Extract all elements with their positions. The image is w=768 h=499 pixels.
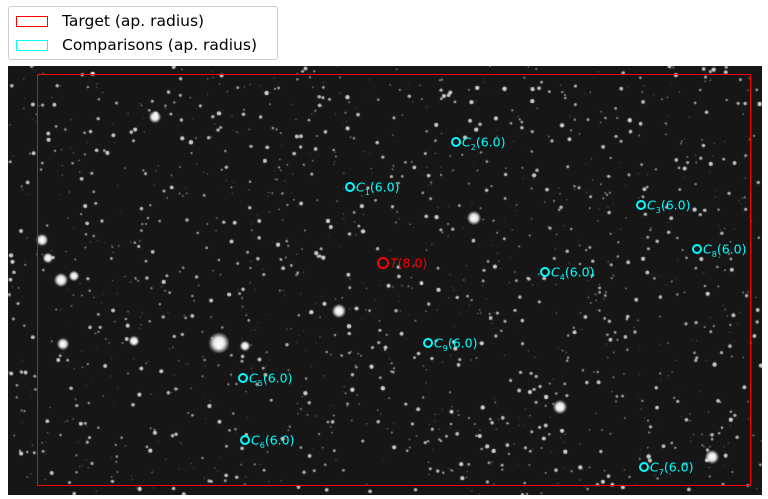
comparison-label: C5(6.0) (249, 370, 292, 388)
comparison-index: 9 (442, 343, 448, 353)
comparison-label: C9(6.0) (434, 335, 477, 353)
comparison-letter: C (650, 459, 659, 475)
legend: Target (ap. radius) Comparisons (ap. rad… (8, 6, 278, 60)
star-field-image (8, 66, 762, 495)
legend-label: Comparisons (ap. radius) (62, 36, 258, 54)
comparison-label: C2(6.0) (462, 134, 505, 152)
comparison-letter: C (462, 134, 471, 150)
comparison-label: C3(6.0) (647, 197, 690, 215)
comparison-label: C1(6.0) (356, 179, 399, 197)
comparison-label: C8(6.0) (703, 241, 746, 259)
comparison-radius: (6.0) (369, 179, 400, 195)
comparison-radius: (6.0) (564, 264, 595, 280)
comparison-letter: C (434, 335, 443, 351)
comparison-aperture[interactable] (451, 137, 461, 147)
comparison-aperture[interactable] (636, 200, 646, 210)
target-label: T(8.0) (390, 256, 427, 271)
comparison-aperture[interactable] (639, 462, 649, 472)
comparison-index: 2 (470, 142, 476, 152)
comparison-letter: C (647, 197, 656, 213)
comparison-aperture[interactable] (423, 338, 433, 348)
comparison-letter: C (356, 179, 365, 195)
cyan-swatch-icon (16, 39, 48, 51)
target-letter: T (390, 255, 398, 271)
comparison-radius: (6.0) (262, 370, 293, 386)
comparison-index: 3 (655, 205, 661, 215)
comparison-radius: (6.0) (716, 241, 747, 257)
comparison-radius: (6.0) (660, 197, 691, 213)
comparison-aperture[interactable] (345, 182, 355, 192)
legend-label: Target (ap. radius) (62, 12, 205, 30)
comparison-label: C4(6.0) (551, 264, 594, 282)
comparison-letter: C (249, 370, 258, 386)
comparison-index: 5 (257, 378, 263, 388)
comparison-index: 7 (658, 467, 664, 477)
comparison-index: 8 (711, 249, 717, 259)
comparison-letter: C (251, 432, 260, 448)
target-radius: (8.0) (397, 255, 428, 271)
target-aperture[interactable] (377, 257, 389, 269)
comparison-aperture[interactable] (240, 435, 250, 445)
legend-item-comparisons: Comparisons (ap. radius) (16, 36, 257, 54)
comparison-index: 4 (559, 272, 565, 282)
field-boundary (37, 74, 751, 486)
comparison-radius: (6.0) (447, 335, 478, 351)
comparison-radius: (6.0) (475, 134, 506, 150)
comparison-aperture[interactable] (238, 373, 248, 383)
comparison-radius: (6.0) (264, 432, 295, 448)
comparison-radius: (6.0) (663, 459, 694, 475)
comparison-aperture[interactable] (540, 267, 550, 277)
comparison-letter: C (703, 241, 712, 257)
comparison-aperture[interactable] (692, 244, 702, 254)
legend-item-target: Target (ap. radius) (16, 12, 204, 30)
red-swatch-icon (16, 15, 48, 27)
stars (8, 66, 762, 495)
comparison-label: C7(6.0) (650, 459, 693, 477)
comparison-letter: C (551, 264, 560, 280)
comparison-index: 6 (259, 440, 265, 450)
comparison-index: 1 (364, 187, 370, 197)
comparison-label: C6(6.0) (251, 432, 294, 450)
